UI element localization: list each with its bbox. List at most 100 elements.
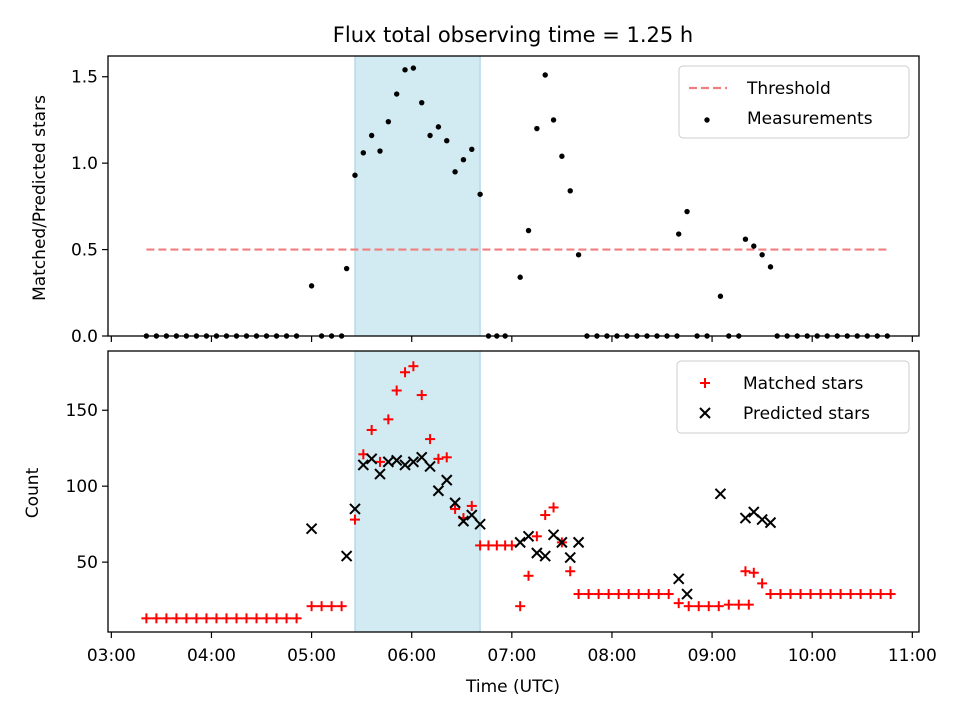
legend: Matched stars Predicted stars: [676, 360, 910, 434]
axes-frame: [107, 55, 920, 337]
x-stroke-b: [539, 550, 551, 562]
y-tick-label: 150: [66, 401, 98, 421]
measurement-point: [343, 265, 350, 272]
matched-stars-point: [713, 601, 724, 612]
y-tick-label: 100: [66, 477, 98, 497]
matched-stars-point: [375, 456, 386, 467]
x-tick-label: 09:00: [688, 646, 737, 666]
matched-stars-point: [653, 589, 664, 600]
matched-stars-point: [748, 567, 759, 578]
x-stroke-b: [531, 547, 543, 559]
matched-stars-point: [875, 589, 886, 600]
matched-stars-point: [466, 500, 477, 511]
predicted-stars-point: [681, 588, 693, 600]
matched-stars-point: [583, 589, 594, 600]
predicted-stars-point: [756, 513, 768, 526]
matched-stars-point: [565, 566, 576, 577]
y-tick-label: 0.0: [71, 327, 98, 347]
measurement-point: [393, 91, 400, 97]
matched-stars-point: [623, 589, 634, 600]
x-tick-label: 03:00: [87, 646, 136, 666]
matched-stars-point: [241, 613, 252, 624]
matched-stars-point: [391, 385, 402, 396]
matched-stars-point: [663, 589, 674, 600]
matched-stars-point: [743, 599, 754, 610]
measurement-point: [385, 118, 392, 125]
matched-stars-point: [573, 589, 584, 600]
x-stroke-b: [340, 550, 353, 562]
x-stroke-b: [514, 536, 526, 549]
predicted-stars-point: [556, 536, 568, 549]
legend: Threshold Measurements: [678, 65, 910, 139]
matched-stars-point: [593, 589, 604, 600]
x-axis-label: Time (UTC): [465, 677, 560, 697]
predicted-stars-point: [357, 459, 370, 471]
matched-stars-point: [548, 502, 559, 513]
measurement-point: [377, 148, 383, 154]
predicted-stars-point: [564, 551, 576, 564]
measurement-point: [759, 252, 765, 258]
predicted-stars-point: [424, 460, 436, 473]
predicted-stars-point: [305, 523, 318, 535]
measurement-point: [308, 283, 315, 289]
x-stroke-b: [374, 468, 386, 480]
measurement-point: [684, 208, 690, 215]
predicted-stars-point: [399, 459, 411, 471]
measurement-point: [460, 157, 467, 163]
matched-stars-point: [211, 613, 222, 624]
legend-predicted-swatch: [699, 407, 711, 419]
x-stroke-b: [305, 523, 318, 535]
matched-stars-point: [326, 601, 337, 612]
matched-stars-point: [281, 613, 292, 624]
matched-stars-point: [336, 601, 347, 612]
matched-stars-point: [201, 613, 212, 624]
legend-matched-swatch: [700, 378, 710, 388]
legend-frame: [678, 65, 910, 139]
measurement-point: [550, 117, 557, 123]
matched-stars-point: [865, 589, 876, 600]
matched-stars-point: [515, 601, 526, 612]
matched-stars-point: [271, 613, 282, 624]
x-stroke-b: [382, 456, 395, 468]
x-stroke-b: [756, 513, 768, 526]
matched-stars-point: [161, 613, 172, 624]
measurement-point: [402, 67, 408, 73]
matched-stars-point: [349, 514, 360, 525]
bottom-panel: 50 100 150 03:00 04:00 05:00 06:00 07:00 08:00 09…: [66, 350, 937, 666]
predicted-stars-point: [374, 468, 386, 480]
x-stroke-b: [681, 588, 693, 600]
predicted-stars-point: [672, 573, 685, 585]
predicted-stars-point: [539, 550, 551, 562]
y-tick-label: 1.5: [71, 68, 98, 88]
predicted-stars-point: [764, 516, 777, 529]
legend-label: Predicted stars: [743, 404, 870, 424]
matched-stars-point: [815, 589, 826, 600]
measurement-point: [767, 264, 774, 270]
x-tick-label: 04:00: [187, 646, 236, 666]
measurement-point: [368, 132, 375, 139]
x-stroke-b: [441, 474, 453, 486]
legend-label: Threshold: [746, 79, 831, 99]
measurement-point: [567, 188, 573, 194]
highlight-band: [354, 55, 481, 337]
matched-stars-point: [805, 589, 816, 600]
predicted-stars-point: [407, 456, 420, 468]
x-tick-label: 10:00: [788, 646, 837, 666]
measurement-point: [676, 231, 682, 237]
predicted-stars-point: [457, 515, 470, 527]
matched-stars-point: [221, 613, 232, 624]
x-stroke-b: [390, 454, 403, 467]
matched-stars-point: [740, 566, 751, 577]
predicted-stars-point: [572, 536, 585, 549]
predicted-stars-point: [739, 512, 752, 524]
predicted-stars-point: [390, 454, 403, 467]
matched-stars-point: [475, 540, 486, 551]
matched-stars-point: [723, 599, 734, 610]
predicted-stars-point: [365, 453, 378, 465]
matched-stars-point: [765, 589, 776, 600]
matched-stars-point: [181, 613, 192, 624]
matched-stars-point: [633, 589, 644, 600]
matched-stars-point: [785, 589, 796, 600]
matched-stars-point: [531, 531, 542, 542]
